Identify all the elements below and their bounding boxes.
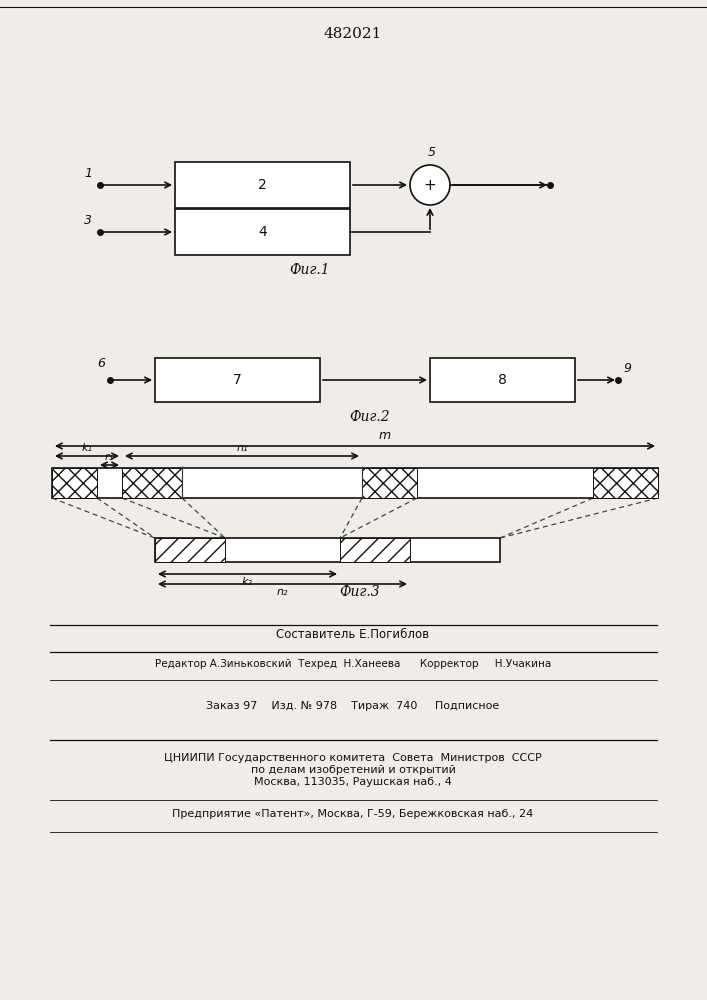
Text: Редактор А.Зиньковский  Техред  Н.Ханеева      Корректор     Н.Учакина: Редактор А.Зиньковский Техред Н.Ханеева …: [155, 659, 551, 669]
Text: +: +: [423, 178, 436, 192]
Bar: [122, 468, 182, 498]
Text: 2: 2: [258, 178, 267, 192]
Bar: [340, 538, 410, 562]
Text: 1: 1: [84, 167, 92, 180]
Bar: [155, 538, 500, 562]
Text: 9: 9: [623, 362, 631, 375]
Text: 8: 8: [498, 373, 507, 387]
Text: 7: 7: [233, 373, 242, 387]
Text: Фиг.3: Фиг.3: [339, 585, 380, 599]
Bar: [52, 468, 658, 498]
Text: 5: 5: [428, 146, 436, 159]
Text: Фиг.1: Фиг.1: [290, 263, 330, 277]
Text: Заказ 97    Изд. № 978    Тираж  740     Подписное: Заказ 97 Изд. № 978 Тираж 740 Подписное: [206, 701, 500, 711]
Text: Составитель Е.Погиблов: Составитель Е.Погиблов: [276, 628, 430, 641]
Bar: [593, 468, 658, 498]
Bar: [155, 538, 225, 562]
Text: 482021: 482021: [324, 27, 382, 41]
Text: k₂: k₂: [242, 577, 253, 587]
Text: r₁: r₁: [105, 452, 114, 462]
Text: 3: 3: [84, 214, 92, 227]
Bar: [362, 468, 417, 498]
Bar: [155, 358, 320, 402]
Bar: [430, 358, 575, 402]
Text: ЦНИИПИ Государственного комитета  Совета  Министров  СССР: ЦНИИПИ Государственного комитета Совета …: [164, 753, 542, 763]
Text: k₁: k₁: [81, 443, 93, 453]
Text: n₁: n₁: [236, 443, 247, 453]
Text: 6: 6: [97, 357, 105, 370]
Text: 4: 4: [258, 225, 267, 239]
Text: Предприятие «Патент», Москва, Г-59, Бережковская наб., 24: Предприятие «Патент», Москва, Г-59, Бере…: [173, 809, 534, 819]
Text: Москва, 113035, Раушская наб., 4: Москва, 113035, Раушская наб., 4: [254, 777, 452, 787]
Bar: [175, 162, 350, 208]
Text: Фиг.2: Фиг.2: [350, 410, 390, 424]
Circle shape: [410, 165, 450, 205]
Text: n₂: n₂: [276, 587, 288, 597]
Text: по делам изобретений и открытий: по делам изобретений и открытий: [250, 765, 455, 775]
Bar: [52, 468, 97, 498]
Bar: [175, 209, 350, 255]
Text: m: m: [379, 429, 391, 442]
